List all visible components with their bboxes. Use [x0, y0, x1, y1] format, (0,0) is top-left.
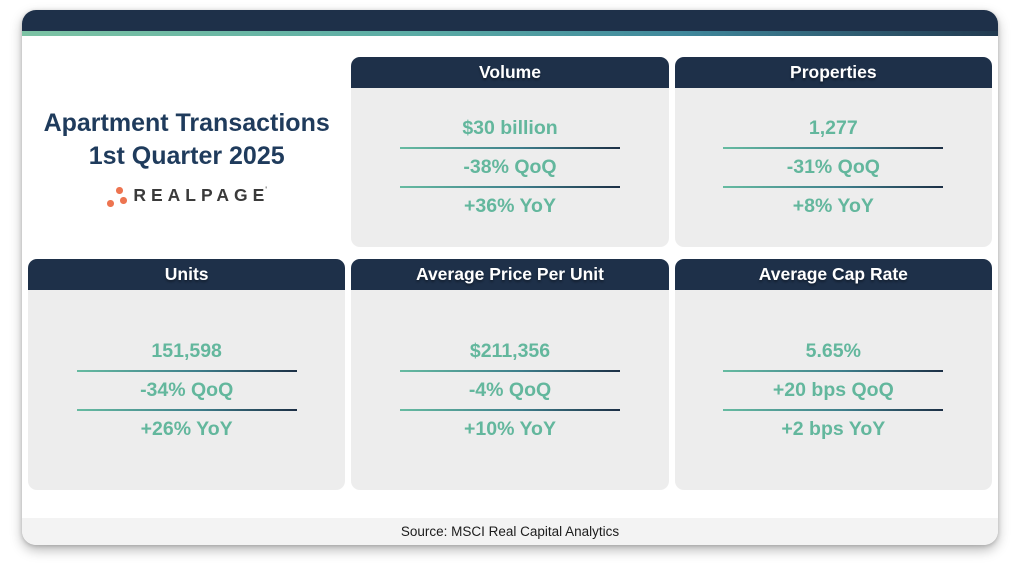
gradient-divider [723, 147, 944, 149]
realpage-dots-icon [106, 187, 128, 207]
metric-value: 5.65% [805, 339, 861, 362]
gradient-divider [399, 186, 620, 188]
metric-qoq: -4% QoQ [468, 378, 552, 401]
metric-title: Volume [479, 62, 541, 82]
metric-yoy: +26% YoY [140, 417, 233, 440]
metric-card-body: $211,356 -4% QoQ +10% YoY [351, 290, 669, 490]
metric-yoy: +2 bps YoY [781, 417, 886, 440]
metric-card-body: 1,277 -31% QoQ +8% YoY [674, 88, 992, 247]
top-accent-gradient-strip [22, 31, 998, 36]
metric-yoy: +10% YoY [464, 417, 556, 440]
realpage-logo: REALPAGE ' [106, 185, 267, 207]
page-title-line2: 1st Quarter 2025 [88, 141, 285, 170]
metrics-grid: Apartment Transactions 1st Quarter 2025 … [22, 36, 998, 490]
realpage-wordmark: REALPAGE [133, 185, 270, 205]
gradient-divider [76, 369, 297, 372]
metric-card-body: 5.65% +20 bps QoQ +2 bps YoY [674, 290, 992, 490]
metric-card-header: Units [28, 259, 346, 290]
source-text: Source: MSCI Real Capital Analytics [400, 524, 620, 539]
metric-title: Units [164, 264, 209, 284]
logo-dot-icon [107, 200, 114, 207]
gradient-divider [76, 408, 297, 411]
title-block: Apartment Transactions 1st Quarter 2025 … [28, 57, 345, 247]
gradient-divider [723, 408, 944, 411]
metric-card-properties: Properties 1,277 -31% QoQ +8% YoY [674, 57, 992, 247]
metric-qoq: -34% QoQ [140, 378, 234, 401]
metric-value: $30 billion [462, 117, 558, 139]
metric-value: 1,277 [808, 117, 858, 139]
metric-title: Average Cap Rate [758, 264, 908, 284]
metric-value: 151,598 [151, 339, 222, 362]
metric-card-volume: Volume $30 billion -38% QoQ +36% YoY [351, 57, 669, 247]
metric-qoq: -38% QoQ [463, 156, 557, 178]
gradient-divider [399, 408, 620, 411]
metric-card-units: Units 151,598 -34% QoQ +26% YoY [28, 259, 346, 490]
metric-card-header: Average Price Per Unit [351, 259, 669, 290]
metric-card-header: Volume [351, 57, 669, 88]
metric-card-body: 151,598 -34% QoQ +26% YoY [28, 290, 346, 490]
metric-value: $211,356 [469, 339, 551, 362]
metric-card-header: Average Cap Rate [674, 259, 992, 290]
logo-dot-icon [116, 187, 123, 194]
top-navy-bar [22, 10, 998, 31]
metric-qoq: +20 bps QoQ [772, 378, 894, 401]
metric-title: Properties [790, 62, 877, 82]
metric-yoy: +36% YoY [464, 195, 556, 217]
metric-card-average-cap-rate: Average Cap Rate 5.65% +20 bps QoQ +2 bp… [674, 259, 992, 490]
metric-card-header: Properties [674, 57, 992, 88]
source-footer: Source: MSCI Real Capital Analytics [22, 518, 998, 545]
metric-title: Average Price Per Unit [415, 264, 605, 284]
gradient-divider [723, 369, 944, 372]
gradient-divider [723, 186, 944, 188]
metric-yoy: +8% YoY [792, 195, 874, 217]
metric-card-body: $30 billion -38% QoQ +36% YoY [351, 88, 669, 247]
logo-dot-icon [120, 197, 127, 204]
metric-qoq: -31% QoQ [786, 156, 880, 178]
page-title-line1: Apartment Transactions [43, 109, 330, 137]
trademark-tick: ' [265, 185, 267, 195]
gradient-divider [399, 369, 620, 372]
metric-card-average-price-per-unit: Average Price Per Unit $211,356 -4% QoQ … [351, 259, 669, 490]
infographic-card: Apartment Transactions 1st Quarter 2025 … [22, 10, 998, 545]
gradient-divider [399, 147, 620, 149]
